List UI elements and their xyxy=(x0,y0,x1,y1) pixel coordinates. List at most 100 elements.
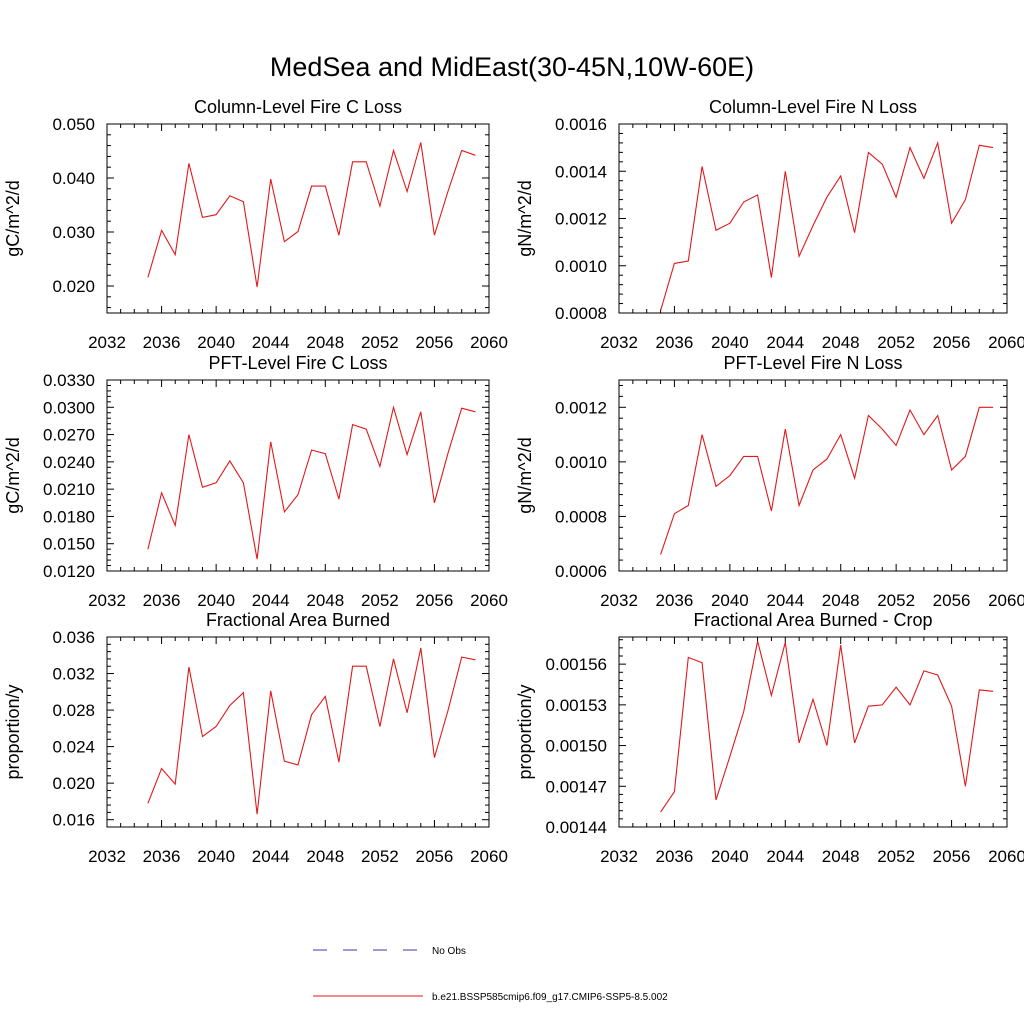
x-tick-label: 2048 xyxy=(306,333,344,352)
x-tick-label: 2036 xyxy=(143,847,181,866)
legend-label-1: No Obs xyxy=(432,946,466,957)
x-tick-label: 2032 xyxy=(600,591,638,610)
y-tick-label: 0.0270 xyxy=(43,426,95,445)
plot-frame xyxy=(618,636,1008,828)
y-tick-label: 0.040 xyxy=(52,169,95,188)
x-tick-label: 2048 xyxy=(306,591,344,610)
x-tick-label: 2056 xyxy=(416,591,454,610)
x-tick-label: 2044 xyxy=(252,847,290,866)
series-line xyxy=(147,142,476,288)
x-tick-label: 2056 xyxy=(933,847,971,866)
y-tick-label: 0.00153 xyxy=(546,696,607,715)
y-tick-label: 0.00144 xyxy=(546,818,607,837)
x-tick-label: 2048 xyxy=(822,847,860,866)
x-tick-label: 2044 xyxy=(252,591,290,610)
legend: No Obs b.e21.BSSP585cmip6.f09_g17.CMIP6-S… xyxy=(313,946,668,1003)
y-tick-label: 0.0008 xyxy=(555,304,607,323)
x-tick-label: 2048 xyxy=(822,591,860,610)
x-tick-label: 2040 xyxy=(197,847,235,866)
x-tick-label: 2052 xyxy=(877,333,915,352)
x-tick-label: 2044 xyxy=(766,591,804,610)
x-tick-label: 2040 xyxy=(711,591,749,610)
x-tick-label: 2040 xyxy=(197,333,235,352)
y-tick-label: 0.0008 xyxy=(555,507,607,526)
x-tick-label: 2060 xyxy=(470,591,508,610)
x-tick-label: 2032 xyxy=(88,333,126,352)
x-tick-label: 2044 xyxy=(766,847,804,866)
y-axis-label: gC/m^2/d xyxy=(3,437,23,513)
x-tick-label: 2048 xyxy=(822,333,860,352)
panel-title: Column-Level Fire C Loss xyxy=(194,97,402,117)
y-tick-label: 0.050 xyxy=(52,115,95,134)
x-tick-label: 2036 xyxy=(656,847,694,866)
y-axis-label: proportion/y xyxy=(3,684,23,779)
x-tick-label: 2032 xyxy=(88,591,126,610)
y-axis-label: gC/m^2/d xyxy=(3,180,23,256)
chart-panel-3: 2032 2036 2040 2044 2048 2052 2056 2060 0.0120 0.… xyxy=(3,353,508,610)
x-tick-label: 2040 xyxy=(711,847,749,866)
panel-title: Fractional Area Burned - Crop xyxy=(693,610,932,630)
x-tick-label: 2036 xyxy=(656,591,694,610)
y-tick-label: 0.016 xyxy=(52,811,95,830)
chart-panel-2: 2032 2036 2040 2044 2048 2052 2056 2060 0.0008 0.… xyxy=(515,97,1024,352)
y-tick-label: 0.0006 xyxy=(555,562,607,581)
panel-title: PFT-Level Fire C Loss xyxy=(208,353,387,373)
x-tick-label: 2052 xyxy=(361,591,399,610)
y-tick-label: 0.036 xyxy=(52,628,95,647)
plot-frame xyxy=(618,123,1008,314)
y-tick-label: 0.024 xyxy=(52,738,95,757)
x-tick-label: 2040 xyxy=(197,591,235,610)
x-tick-label: 2040 xyxy=(711,333,749,352)
y-tick-label: 0.032 xyxy=(52,665,95,684)
y-tick-label: 0.0010 xyxy=(555,453,607,472)
x-tick-label: 2036 xyxy=(656,333,694,352)
y-axis-label: gN/m^2/d xyxy=(515,180,535,256)
y-tick-label: 0.0150 xyxy=(43,535,95,554)
y-tick-label: 0.00150 xyxy=(546,737,607,756)
x-tick-label: 2032 xyxy=(600,847,638,866)
y-axis-label: gN/m^2/d xyxy=(515,437,535,513)
chart-panel-1: 2032 2036 2040 2044 2048 2052 2056 2060 0.020 0.0… xyxy=(3,97,508,352)
x-tick-label: 2048 xyxy=(306,847,344,866)
x-tick-label: 2060 xyxy=(988,333,1024,352)
series-line xyxy=(660,640,994,813)
x-tick-label: 2052 xyxy=(361,847,399,866)
plot-frame xyxy=(106,379,490,572)
chart-panel-5: 2032 2036 2040 2044 2048 2052 2056 2060 0.016 0.0… xyxy=(3,610,508,866)
y-tick-label: 0.0014 xyxy=(555,162,607,181)
y-tick-label: 0.0012 xyxy=(555,210,607,229)
panel-title: Fractional Area Burned xyxy=(206,610,390,630)
figure-title: MedSea and MidEast(30-45N,10W-60E) xyxy=(270,52,754,82)
x-tick-label: 2052 xyxy=(877,847,915,866)
y-tick-label: 0.0010 xyxy=(555,257,607,276)
x-tick-label: 2056 xyxy=(416,847,454,866)
series-line xyxy=(147,405,476,560)
x-tick-label: 2032 xyxy=(88,847,126,866)
x-tick-label: 2052 xyxy=(361,333,399,352)
x-tick-label: 2060 xyxy=(470,333,508,352)
series-line xyxy=(147,647,476,815)
y-tick-label: 0.00156 xyxy=(546,655,607,674)
series-line xyxy=(660,406,994,555)
y-tick-label: 0.0240 xyxy=(43,453,95,472)
y-tick-label: 0.0012 xyxy=(555,398,607,417)
x-tick-label: 2056 xyxy=(933,333,971,352)
y-tick-label: 0.028 xyxy=(52,701,95,720)
panel-title: Column-Level Fire N Loss xyxy=(709,97,917,117)
y-tick-label: 0.030 xyxy=(52,223,95,242)
y-tick-label: 0.0120 xyxy=(43,562,95,581)
x-tick-label: 2060 xyxy=(988,591,1024,610)
y-tick-label: 0.0016 xyxy=(555,115,607,134)
chart-panels: 2032 2036 2040 2044 2048 2052 2056 2060 0.020 0.0… xyxy=(3,97,1024,866)
legend-label-2: b.e21.BSSP585cmip6.f09_g17.CMIP6-SSP5-8.… xyxy=(432,992,668,1003)
series-line xyxy=(660,140,994,311)
x-tick-label: 2032 xyxy=(600,333,638,352)
x-tick-label: 2044 xyxy=(766,333,804,352)
x-tick-label: 2060 xyxy=(988,847,1024,866)
x-tick-label: 2056 xyxy=(933,591,971,610)
y-axis-label: proportion/y xyxy=(515,684,535,779)
x-tick-label: 2036 xyxy=(143,333,181,352)
x-tick-label: 2060 xyxy=(470,847,508,866)
y-tick-label: 0.0180 xyxy=(43,507,95,526)
